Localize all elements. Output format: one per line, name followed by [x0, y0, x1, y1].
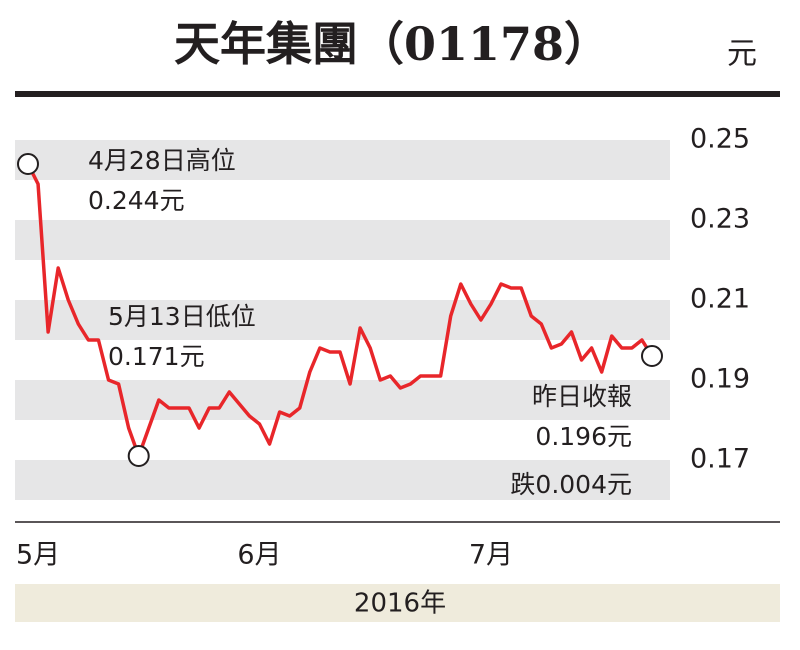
x-tick-label: 5月 [16, 540, 60, 571]
grid-band [15, 220, 670, 260]
chart-title: 天年集團（01178） [174, 17, 610, 71]
annotation: 昨日收報 [532, 382, 632, 411]
annotation: 5月13日低位 [108, 302, 256, 331]
title-rule [15, 91, 780, 97]
year-band [15, 584, 780, 622]
grid-band [15, 460, 670, 500]
grid-band [15, 140, 670, 180]
annotation: 0.196元 [535, 422, 632, 451]
unit-label: 元 [727, 37, 757, 72]
y-tick-label: 0.17 [690, 444, 750, 475]
annotation: 0.244元 [88, 186, 185, 215]
point-marker [17, 153, 39, 175]
y-tick-label: 0.19 [690, 364, 750, 395]
annotation: 4月28日高位 [88, 146, 236, 175]
y-tick-label: 0.25 [690, 124, 750, 155]
point-marker [641, 345, 663, 367]
x-tick-label: 6月 [237, 540, 281, 571]
point-marker [127, 445, 150, 467]
y-tick-label: 0.23 [690, 204, 750, 235]
x-tick-label: 7月 [469, 540, 513, 571]
annotation: 跌0.004元 [510, 470, 632, 499]
price-line [26, 163, 654, 458]
x-label: 2016年 [354, 589, 446, 619]
annotation: 0.171元 [108, 342, 205, 371]
grid-band [15, 300, 670, 340]
y-tick-label: 0.21 [690, 284, 750, 315]
